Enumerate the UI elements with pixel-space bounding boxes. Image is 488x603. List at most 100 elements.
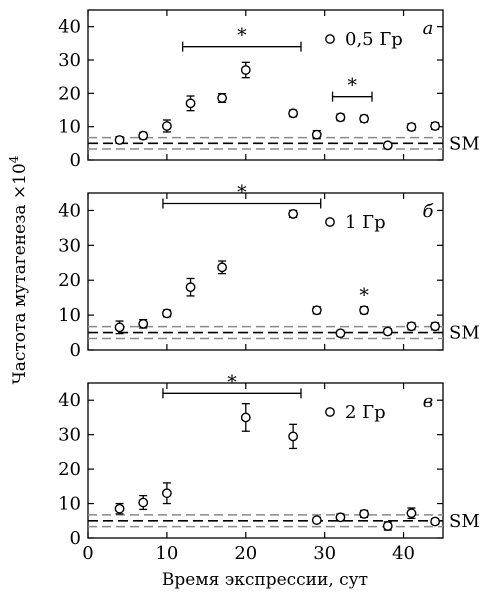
panel-1: 0 10 20 30 40 SM * * 0,5 Гр а — [58, 9, 480, 171]
data-marker — [382, 140, 393, 151]
plot-frame — [87, 192, 444, 351]
data-marker — [161, 308, 172, 319]
x-tick-label: 40 — [392, 543, 415, 564]
data-marker — [406, 122, 417, 132]
data-marker — [335, 112, 346, 123]
plot-frame — [87, 9, 444, 161]
significance-star: * — [348, 75, 358, 97]
significance-star: * — [237, 181, 247, 203]
data-marker — [335, 512, 346, 523]
data-point — [114, 502, 125, 515]
data-point — [161, 482, 172, 505]
significance-star: * — [237, 25, 247, 47]
data-marker — [311, 515, 322, 525]
data-marker — [161, 488, 172, 499]
data-point — [406, 122, 417, 132]
panel-letter: в — [423, 391, 433, 412]
data-point — [240, 61, 251, 79]
data-point — [138, 130, 149, 141]
legend-marker — [325, 407, 335, 417]
data-marker — [359, 305, 370, 316]
data-point — [114, 320, 125, 335]
significance-marker: * — [162, 181, 322, 209]
data-point — [185, 95, 196, 112]
y-axis-label-exponent: 4 — [7, 155, 21, 163]
data-marker — [217, 93, 228, 103]
data-point — [430, 516, 441, 527]
significance-marker: * — [162, 371, 302, 399]
data-point — [335, 112, 346, 123]
data-point — [335, 328, 346, 339]
panel-letter: а — [423, 18, 434, 39]
data-point — [382, 326, 393, 337]
data-point — [359, 113, 370, 124]
data-point — [311, 515, 322, 525]
data-point — [288, 209, 299, 219]
y-tick-label: 10 — [58, 494, 81, 515]
data-marker — [114, 135, 125, 145]
data-point — [359, 305, 370, 316]
legend: 0,5 Гр — [325, 29, 403, 50]
y-tick-label: 40 — [58, 200, 81, 221]
data-marker — [406, 321, 417, 332]
data-point — [430, 121, 441, 131]
legend-label: 2 Гр — [345, 402, 386, 423]
x-tick-label: 10 — [155, 543, 178, 564]
data-point — [161, 308, 172, 319]
data-marker — [359, 113, 370, 124]
legend-marker — [325, 34, 335, 44]
x-tick-label: 30 — [313, 543, 336, 564]
significance-star: * — [227, 371, 237, 393]
y-tick-label: 20 — [58, 459, 81, 480]
data-marker — [311, 305, 322, 316]
data-point — [217, 93, 228, 103]
x-axis-label: Время экспрессии, сут — [162, 570, 368, 590]
data-marker — [288, 108, 299, 119]
data-marker — [335, 328, 346, 339]
data-marker — [359, 508, 370, 519]
plot-frame — [87, 382, 444, 539]
y-tick-label: 0 — [70, 528, 81, 549]
panel-3: 0 10 20 30 40 0 10 20 30 40 SM * 2 Гр в — [58, 371, 480, 564]
legend: 1 Гр — [325, 212, 386, 233]
data-point — [138, 494, 149, 511]
data-point — [138, 318, 149, 329]
data-point — [382, 140, 393, 151]
y-tick-label: 20 — [58, 270, 81, 291]
panel-letter: б — [423, 201, 435, 222]
significance-marker: * — [359, 285, 369, 307]
y-tick-label: 40 — [58, 17, 81, 38]
data-marker — [217, 262, 228, 273]
panel-2: 0 10 20 30 40 SM * * 1 Гр б — [58, 181, 480, 361]
data-marker — [382, 326, 393, 337]
data-point — [240, 403, 251, 432]
legend-label: 0,5 Гр — [345, 29, 403, 50]
y-tick-label: 0 — [70, 340, 81, 361]
data-point — [185, 277, 196, 297]
data-marker — [240, 412, 251, 423]
data-point — [288, 423, 299, 450]
significance-marker: * — [182, 25, 302, 52]
data-point — [406, 321, 417, 332]
y-tick-label: 30 — [58, 50, 81, 71]
data-point — [359, 508, 370, 519]
data-marker — [406, 508, 417, 519]
data-point — [217, 260, 228, 275]
y-tick-label: 20 — [58, 83, 81, 104]
significance-star: * — [359, 285, 369, 307]
data-point — [335, 512, 346, 523]
data-point — [406, 507, 417, 520]
data-marker — [288, 209, 299, 219]
data-marker — [161, 121, 172, 131]
data-marker — [185, 282, 196, 293]
y-tick-label: 0 — [70, 150, 81, 171]
data-marker — [138, 497, 149, 508]
significance-marker: * — [331, 75, 373, 102]
sm-label: SM — [449, 133, 480, 154]
sm-label: SM — [449, 511, 480, 532]
sm-label: SM — [449, 323, 480, 344]
data-point — [311, 129, 322, 140]
data-point — [311, 305, 322, 316]
x-tick-label: 0 — [82, 543, 93, 564]
y-tick-label: 40 — [58, 390, 81, 411]
